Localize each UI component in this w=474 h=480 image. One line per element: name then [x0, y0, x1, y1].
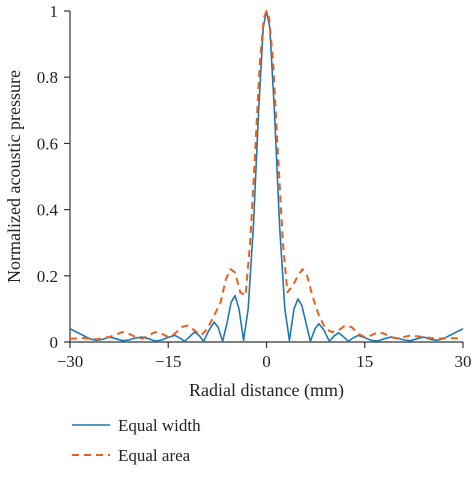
x-ticks: −30 −15 0 15 30	[57, 342, 472, 371]
x-tick-label: −15	[155, 352, 182, 371]
y-tick-label: 0.4	[37, 201, 59, 220]
series-layer	[69, 10, 464, 343]
y-ticks: 0 0.2 0.4 0.6 0.8 1	[37, 2, 70, 352]
x-axis-label: Radial distance (mm)	[189, 380, 344, 401]
x-tick-label: −30	[57, 352, 84, 371]
x-tick-label: 30	[455, 352, 472, 371]
legend-label-equal-area: Equal area	[118, 446, 191, 465]
legend-label-equal-width: Equal width	[118, 416, 201, 435]
y-tick-label: 0	[50, 333, 59, 352]
axes: −30 −15 0 15 30 0 0.2 0.4 0.6 0.8 1	[37, 2, 472, 371]
y-tick-label: 0.6	[37, 134, 58, 153]
legend: Equal width Equal area	[72, 416, 201, 465]
y-tick-label: 1	[50, 2, 59, 21]
y-axis-label: Normalized acoustic pressure	[4, 70, 24, 283]
x-tick-label: 0	[262, 352, 271, 371]
series-line-equal-area	[69, 10, 464, 341]
y-tick-label: 0.2	[37, 267, 58, 286]
series-line-equal-width	[69, 10, 464, 343]
x-tick-label: 15	[356, 352, 373, 371]
y-tick-label: 0.8	[37, 68, 58, 87]
